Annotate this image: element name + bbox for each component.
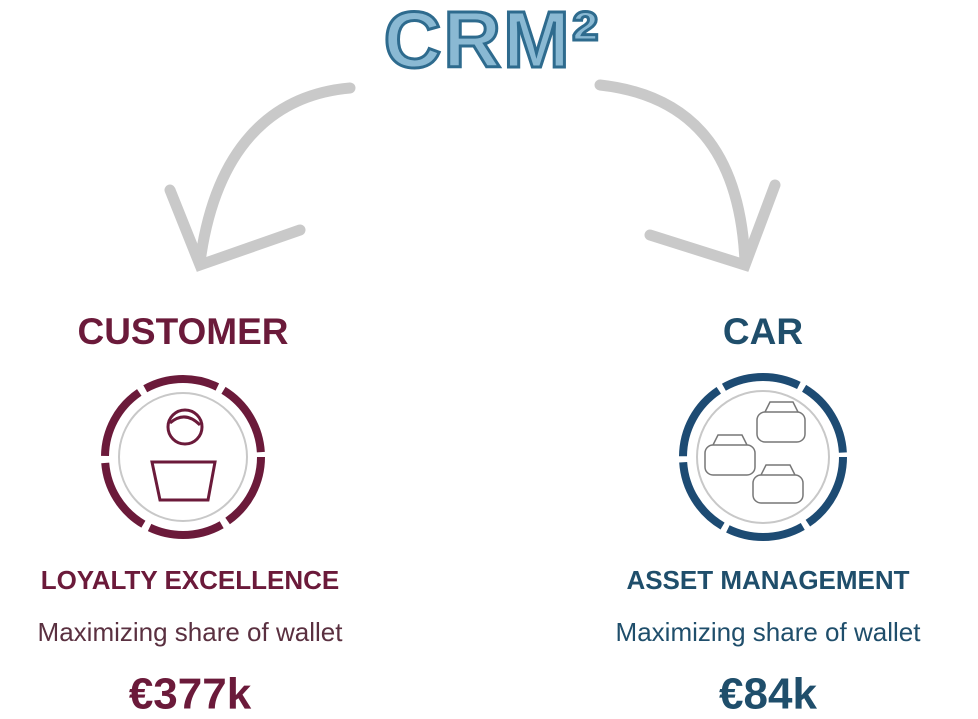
subheading: ASSET MANAGEMENT	[626, 565, 909, 595]
description: Maximizing share of wallet	[38, 617, 344, 647]
person-icon	[150, 408, 217, 502]
customer-column: CUSTOMER LOYALTY EXCELLENCE Maximizing s…	[38, 311, 344, 719]
title: CRM²	[384, 0, 601, 84]
value: €84k	[719, 670, 817, 719]
ring	[679, 373, 847, 541]
inner-ring	[118, 392, 248, 522]
inner-ring	[696, 390, 830, 524]
heading: CAR	[723, 311, 803, 352]
left-arrow	[164, 82, 356, 272]
subheading: LOYALTY EXCELLENCE	[41, 565, 340, 595]
value: €377k	[129, 670, 252, 719]
car-column: CAR ASSET MANAGEMENT Maximizing share of…	[616, 311, 922, 719]
description: Maximizing share of wallet	[616, 617, 922, 647]
heading: CUSTOMER	[77, 311, 288, 352]
right-arrow	[594, 79, 781, 272]
car-icons	[704, 401, 806, 504]
ring	[101, 375, 265, 539]
